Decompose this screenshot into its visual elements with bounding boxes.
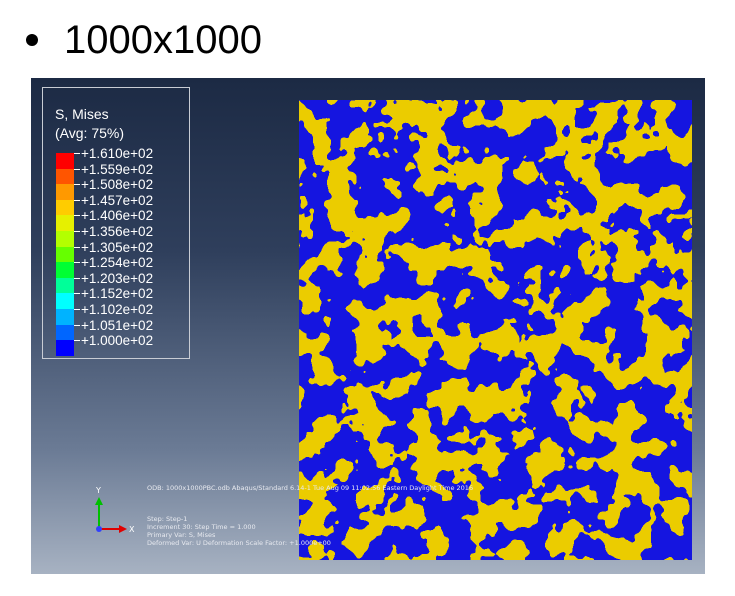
legend-swatch (56, 153, 74, 169)
legend-value: +1.406e+02 (81, 208, 154, 224)
legend-swatch (56, 262, 74, 278)
legend-swatch (56, 184, 74, 200)
legend-swatch (56, 293, 74, 309)
legend-value: +1.000e+02 (81, 333, 154, 349)
increment-info: Increment 30: Step Time = 1.000 (147, 523, 256, 531)
legend-color-scale (56, 153, 74, 356)
axis-triad: Y X (95, 486, 135, 534)
legend-averaging: (Avg: 75%) (55, 125, 124, 141)
legend-swatch (56, 277, 74, 294)
legend-swatch (56, 199, 74, 216)
legend-tick-mark (74, 184, 80, 186)
y-axis-label: Y (95, 486, 101, 495)
slide-title-text: 1000x1000 (64, 18, 262, 62)
legend-swatch (56, 215, 74, 231)
contour-legend: S, Mises (Avg: 75%) +1.610e+02 +1.559e+02… (42, 87, 190, 359)
legend-variable: S, Mises (55, 106, 109, 122)
bullet-icon (26, 34, 38, 46)
legend-tick-mark (74, 215, 80, 217)
y-arrow-head-icon (95, 497, 103, 505)
legend-value: +1.152e+02 (81, 286, 154, 302)
legend-value: +1.559e+02 (81, 161, 154, 177)
legend-swatch (56, 340, 74, 356)
legend-value: +1.102e+02 (81, 301, 154, 317)
legend-value: +1.610e+02 (81, 146, 154, 161)
legend-swatch (56, 308, 74, 325)
legend-tick-labels: +1.610e+02 +1.559e+02 +1.508e+02 +1.457e+02… (81, 146, 153, 349)
legend-value: +1.305e+02 (81, 239, 154, 255)
legend-tick-mark (74, 324, 80, 326)
legend-value: +1.203e+02 (81, 270, 154, 286)
legend-swatch (56, 230, 74, 247)
legend-tick-mark (74, 262, 80, 264)
primary-var-info: Primary Var: S, Mises (147, 531, 216, 539)
slide-title: 1000x1000 (26, 14, 262, 66)
legend-swatch (56, 324, 74, 341)
legend-tick-mark (74, 309, 80, 310)
x-arrow-head-icon (119, 525, 127, 533)
step-info: Step: Step-1 (147, 515, 188, 523)
legend-value: +1.457e+02 (81, 192, 154, 208)
contour-high-region (299, 100, 692, 560)
viewport[interactable]: S, Mises (Avg: 75%) +1.610e+02 +1.559e+02… (31, 78, 705, 574)
legend-tick-mark (74, 340, 80, 342)
legend-value: +1.051e+02 (81, 317, 154, 333)
deformed-var-info: Deformed Var: U Deformation Scale Factor… (147, 539, 331, 547)
odb-info: ODB: 1000x1000PBC.odb Abaqus/Standard 6.… (147, 484, 474, 492)
stress-contour-plot[interactable] (299, 100, 692, 560)
legend-value: +1.254e+02 (81, 255, 154, 271)
legend-tick-mark (74, 199, 80, 201)
legend-swatch (56, 168, 74, 185)
legend-tick-mark (74, 231, 80, 232)
legend-tick-mark (74, 277, 80, 279)
legend-tick-mark (74, 293, 80, 295)
legend-tick-mark (74, 153, 80, 154)
legend-tick-mark (74, 246, 80, 248)
legend-tick-mark (74, 168, 80, 170)
legend-value: +1.508e+02 (81, 177, 154, 193)
legend-value: +1.356e+02 (81, 223, 154, 239)
legend-swatch (56, 246, 74, 263)
z-axis-dot-icon (96, 526, 102, 532)
x-axis-label: X (129, 525, 135, 534)
